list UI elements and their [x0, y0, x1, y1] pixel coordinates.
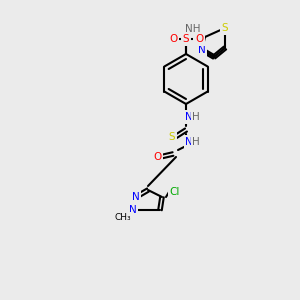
Text: H: H: [192, 137, 200, 147]
Text: S: S: [169, 132, 175, 142]
Text: N: N: [185, 112, 193, 122]
Text: O: O: [195, 34, 203, 44]
Text: S: S: [183, 34, 189, 44]
Text: CH₃: CH₃: [115, 214, 131, 223]
Text: H: H: [192, 112, 200, 122]
Text: S: S: [222, 23, 228, 33]
Text: N: N: [129, 205, 137, 215]
Text: N: N: [185, 137, 193, 147]
Text: O: O: [153, 152, 161, 162]
Text: N: N: [132, 192, 140, 202]
Text: O: O: [169, 34, 177, 44]
Text: NH: NH: [185, 24, 201, 34]
Text: N: N: [198, 45, 206, 55]
Text: Cl: Cl: [170, 187, 180, 197]
